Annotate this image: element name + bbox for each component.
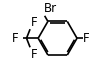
Text: F: F — [83, 32, 90, 45]
Text: F: F — [30, 16, 37, 29]
Text: F: F — [12, 32, 18, 45]
Text: Br: Br — [44, 2, 57, 15]
Text: F: F — [30, 48, 37, 61]
